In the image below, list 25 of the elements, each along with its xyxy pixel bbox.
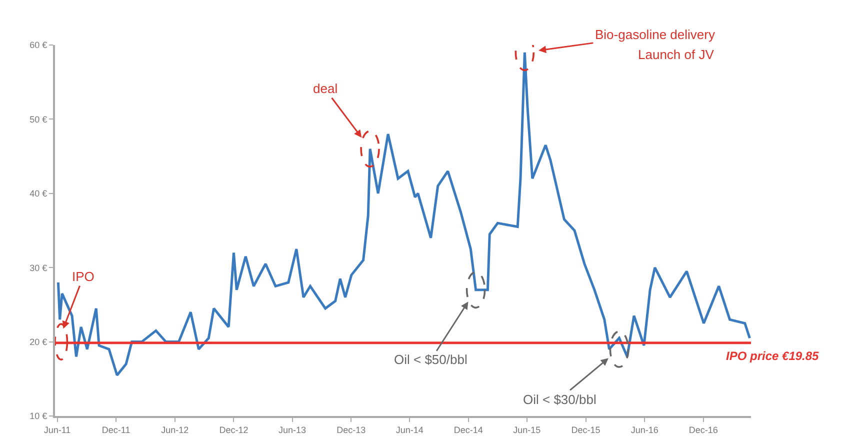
x-tick-label: Dec-15 — [571, 424, 600, 435]
x-tick-label: Jun-15 — [513, 424, 541, 435]
x-tick-label: Dec-13 — [336, 424, 366, 435]
y-tick-label: 60 € — [30, 40, 48, 50]
annotation: Oil < $30/bbl — [523, 392, 596, 407]
x-tick-label: Dec-12 — [219, 424, 248, 435]
x-tick-label: Jun-12 — [161, 424, 189, 435]
y-tick-label: 20 € — [30, 336, 48, 347]
x-tick-label: Jun-13 — [278, 424, 306, 435]
x-tick-label: Jun-16 — [630, 424, 658, 435]
x-tick-label: Dec-11 — [102, 424, 130, 435]
annotation: deal — [313, 81, 338, 96]
x-tick-label: Dec-14 — [454, 424, 483, 435]
annotation: IPO — [72, 269, 94, 284]
x-tick-label: Jun-14 — [396, 424, 424, 435]
ref-line-label: IPO price €19.85 — [726, 349, 820, 363]
y-tick-label: 40 € — [30, 188, 48, 199]
y-tick-label: 50 € — [30, 114, 48, 124]
x-tick-label: Dec-16 — [688, 424, 718, 435]
annotation: Launch of JV — [638, 47, 714, 62]
y-tick-label: 30 € — [30, 262, 48, 273]
annotation: Bio-gasoline delivery — [595, 27, 716, 42]
x-tick-label: Jun-11 — [44, 424, 71, 435]
annotation: Oil < $50/bbl — [394, 352, 468, 367]
y-tick-label: 10 € — [30, 411, 48, 422]
